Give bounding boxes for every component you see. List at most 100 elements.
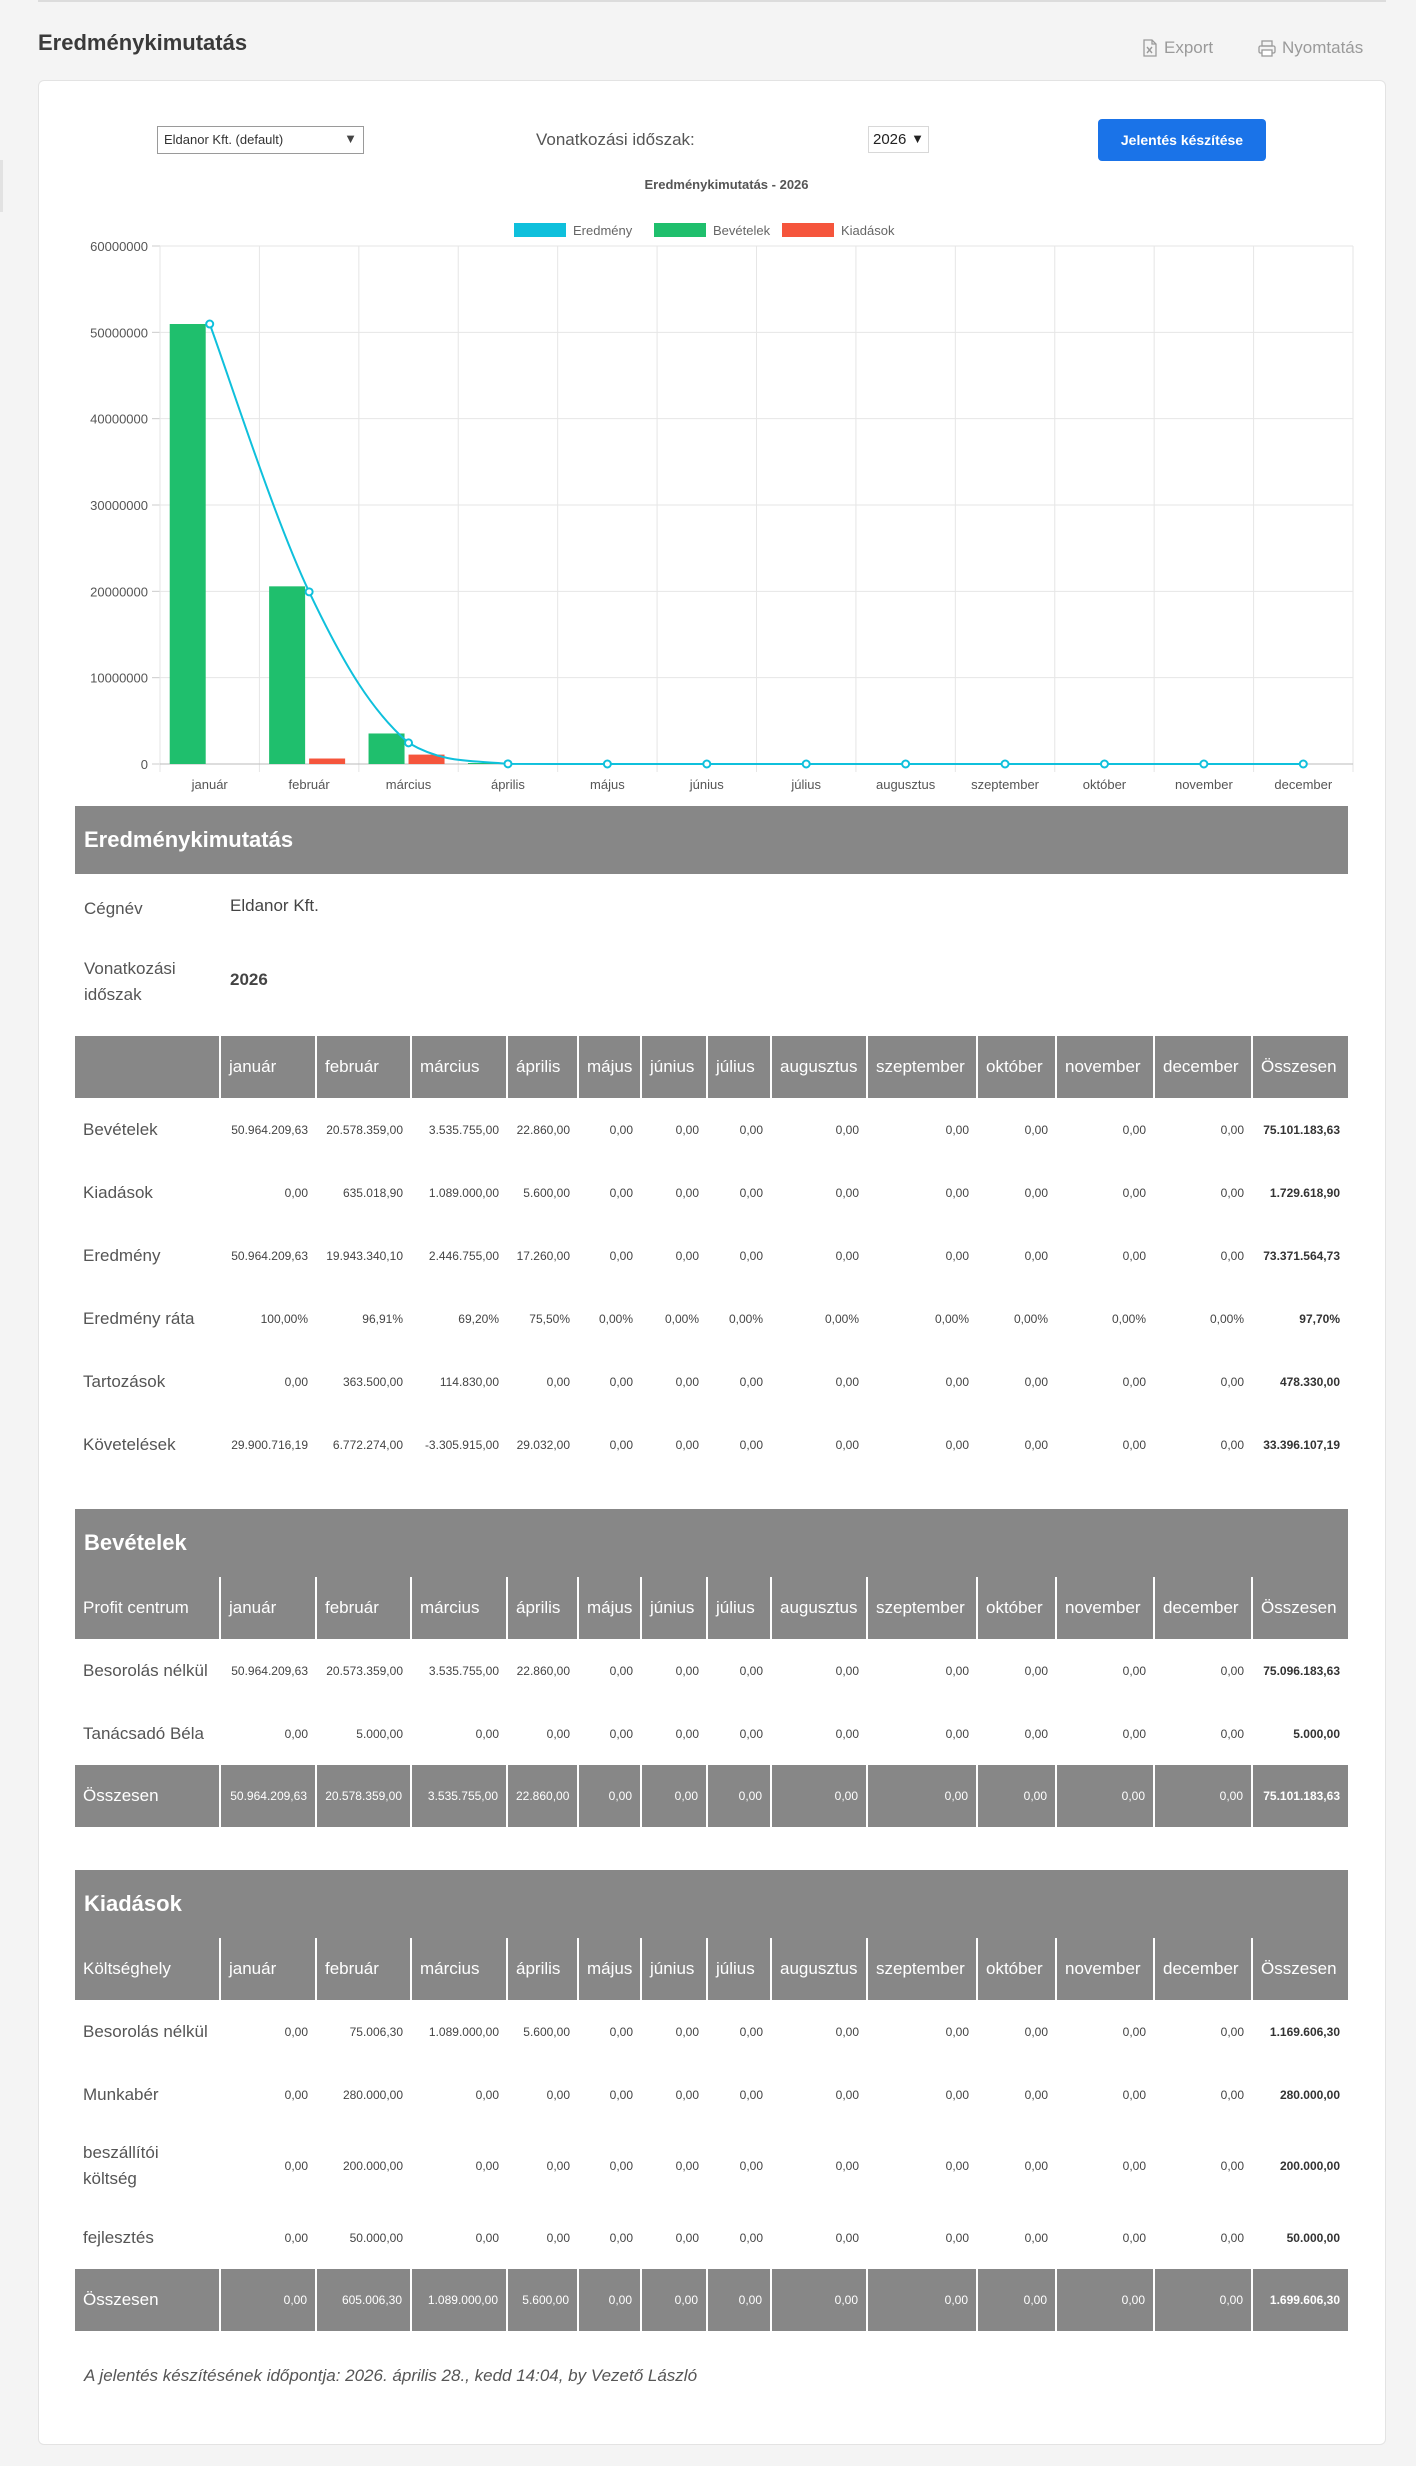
table-cell: 75,50% <box>529 1311 570 1326</box>
page-title: Eredménykimutatás <box>38 30 248 55</box>
table-cell: 0,00 <box>945 1374 969 1389</box>
column-header: augusztus <box>771 1577 868 1639</box>
row-label: fejlesztés <box>83 2227 154 2247</box>
table-cell: 0,00 <box>1122 2159 1146 2173</box>
table-cell: 19.943.340,10 <box>326 1248 403 1263</box>
table-cell: 0,00 <box>609 1248 633 1263</box>
column-header: június <box>641 1938 708 2000</box>
table-cell: 0,00 <box>1122 1248 1146 1263</box>
year-select[interactable]: 2026 ▼ <box>868 126 929 153</box>
table-cell: 0,00% <box>1111 1311 1146 1326</box>
row-label: Összesen <box>75 2269 221 2331</box>
column-header: február <box>316 1938 412 2000</box>
table-row: Munkabér 0,00 280.000,00 0,00 0,00 0,00 0,00 0,… <box>75 2063 1348 2126</box>
x-tick-label: július <box>790 777 821 792</box>
column-header: november <box>1056 1938 1155 2000</box>
income-table: Profit centrum január február március áprili… <box>75 1577 1348 1827</box>
column-header: Összesen <box>1252 1577 1348 1639</box>
table-row: Kiadások 0,00 635.018,90 1.089.000,00 5.600,… <box>75 1161 1348 1224</box>
x-tick-label: június <box>689 777 724 792</box>
table-cell: 29.032,00 <box>516 1437 570 1452</box>
bar-bevételek <box>467 763 504 764</box>
table-cell: 0,00 <box>1220 2087 1244 2102</box>
table-cell: 0,00 <box>945 1663 969 1678</box>
dropdown-arrow-icon: ▼ <box>911 131 924 146</box>
table-cell: 0,00 <box>1024 1122 1048 1137</box>
y-tick-label: 40000000 <box>90 412 148 427</box>
table-cell: 363.500,00 <box>342 1374 403 1389</box>
table-cell: 0,00 <box>675 2087 699 2102</box>
table-cell: 0,00 <box>578 1765 642 1827</box>
table-cell: 0,00 <box>1024 1726 1048 1741</box>
column-header: március <box>411 1577 508 1639</box>
table-cell: 0,00 <box>835 2159 859 2173</box>
table-cell: 0,00 <box>945 1437 969 1452</box>
table-cell: 0,00 <box>1024 1185 1048 1200</box>
table-cell: 0,00 <box>739 1726 763 1741</box>
table-cell: 0,00 <box>546 1726 570 1741</box>
bar-bevételek <box>368 733 405 764</box>
table-cell: 22.860,00 <box>516 1122 570 1137</box>
table-cell: 20.578.359,00 <box>316 1765 412 1827</box>
y-tick-label: 0 <box>141 757 148 772</box>
row-label: Követelések <box>83 1434 176 1454</box>
table-cell: 0,00 <box>945 1726 969 1741</box>
table-cell: 0,00 <box>675 1663 699 1678</box>
eredmeny-point <box>1199 759 1209 769</box>
column-header: szeptember <box>867 1938 978 2000</box>
x-tick-label: augusztus <box>876 777 936 792</box>
x-tick-label: március <box>386 777 432 792</box>
table-cell: 0,00 <box>739 1185 763 1200</box>
table-cell: 0,00 <box>1024 1374 1048 1389</box>
company-select-value: Eldanor Kft. (default) <box>164 132 284 147</box>
table-cell: 0,00 <box>1122 2087 1146 2102</box>
table-cell: 0,00 <box>771 1765 868 1827</box>
column-header <box>75 1036 221 1098</box>
table-cell: 0,00 <box>220 2269 317 2331</box>
table-cell: 0,00 <box>609 1726 633 1741</box>
y-tick-label: 50000000 <box>90 325 148 340</box>
export-label: Export <box>1164 38 1214 57</box>
table-cell: 20.578.359,00 <box>326 1122 403 1137</box>
y-tick-label: 10000000 <box>90 671 148 686</box>
table-cell: 0,00 <box>945 2087 969 2102</box>
table-cell: 2.446.755,00 <box>428 1248 499 1263</box>
table-cell: 0,00 <box>739 2087 763 2102</box>
table-cell: 0,00 <box>675 1185 699 1200</box>
table-cell: 0,00 <box>546 1374 570 1389</box>
company-select[interactable]: Eldanor Kft. (default) ▼ <box>157 126 364 154</box>
print-button[interactable]: Nyomtatás <box>1258 38 1363 58</box>
column-header: Költséghely <box>75 1938 221 2000</box>
row-total-cell: 75.101.183,63 <box>1252 1765 1348 1827</box>
total-row: Összesen 50.964.209,63 20.578.359,00 3.535.… <box>75 1765 1348 1827</box>
x-tick-label: május <box>590 777 625 792</box>
eredmeny-point <box>602 759 612 769</box>
legend-swatch <box>782 223 834 237</box>
table-cell: 20.573.359,00 <box>326 1663 403 1678</box>
eredmeny-point <box>1000 759 1010 769</box>
column-header: Összesen <box>1252 1938 1348 2000</box>
row-total-cell: 200.000,00 <box>1279 2159 1340 2173</box>
generate-report-button[interactable]: Jelentés készítése <box>1098 119 1266 161</box>
table-header-row: Költséghely január február március április má… <box>75 1938 1348 2000</box>
table-cell: 3.535.755,00 <box>428 1122 499 1137</box>
table-cell: 0,00 <box>475 2087 499 2102</box>
table-cell: 0,00 <box>1220 1374 1244 1389</box>
eredmeny-point <box>1099 759 1109 769</box>
table-cell: 0,00 <box>1122 1437 1146 1452</box>
column-header: február <box>316 1577 412 1639</box>
table-cell: 0,00 <box>1024 1248 1048 1263</box>
row-total-cell: 1.729.618,90 <box>1269 1185 1340 1200</box>
table-cell: 0,00 <box>1220 2024 1244 2039</box>
table-cell: 3.535.755,00 <box>428 1663 499 1678</box>
table-cell: 0,00% <box>1209 1311 1244 1326</box>
table-cell: 0,00 <box>977 2269 1057 2331</box>
column-header: április <box>507 1938 579 2000</box>
export-button[interactable]: Export <box>1142 38 1213 58</box>
table-cell: 0,00 <box>609 2087 633 2102</box>
income-header: Bevételek <box>75 1509 1348 1577</box>
y-tick-label: 60000000 <box>90 239 148 254</box>
table-cell: 0,00 <box>835 2024 859 2039</box>
table-cell: 50.964.209,63 <box>231 1663 308 1678</box>
table-cell: 0,00 <box>835 2230 859 2245</box>
